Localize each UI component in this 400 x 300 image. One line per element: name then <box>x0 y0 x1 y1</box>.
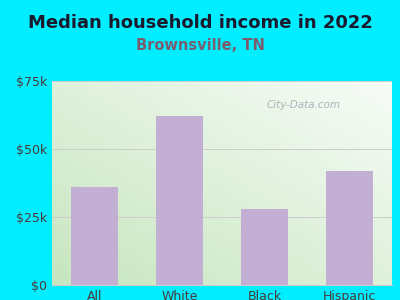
Text: Median household income in 2022: Median household income in 2022 <box>28 14 372 32</box>
Bar <box>241 209 288 285</box>
Bar <box>71 187 118 285</box>
Text: City-Data.com: City-Data.com <box>266 100 341 110</box>
Bar <box>326 171 373 285</box>
Bar <box>156 116 203 285</box>
Text: Brownsville, TN: Brownsville, TN <box>136 38 264 52</box>
